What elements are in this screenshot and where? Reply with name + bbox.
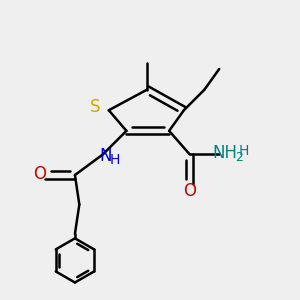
Text: H: H — [110, 153, 120, 167]
Text: S: S — [90, 98, 101, 116]
Text: O: O — [33, 165, 46, 183]
Text: NH: NH — [212, 144, 237, 162]
Text: N: N — [100, 147, 112, 165]
Text: 2: 2 — [235, 151, 243, 164]
Text: O: O — [183, 182, 196, 200]
Text: H: H — [239, 145, 249, 158]
